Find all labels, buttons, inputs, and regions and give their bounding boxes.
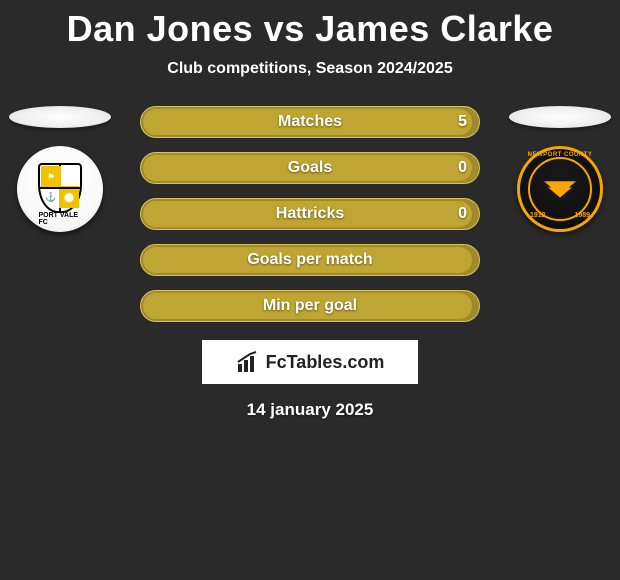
crest-left-text: PORT VALE FC bbox=[39, 212, 82, 226]
stat-bar-value: 0 bbox=[458, 159, 467, 177]
stat-bar: Goals 0 bbox=[140, 152, 480, 184]
port-vale-crest-icon: ⚑ ⚒ ⚓ ⬤ PORT VALE FC bbox=[17, 146, 103, 232]
stat-bars: Matches 5 Goals 0 Hattricks 0 Goals per match M… bbox=[140, 106, 480, 322]
player-right: NEWPORT COUNTY 1912 1989 bbox=[505, 106, 615, 232]
fctables-logo[interactable]: FcTables.com bbox=[202, 340, 418, 384]
stat-bar-label: Goals per match bbox=[247, 251, 372, 269]
stat-bar-label: Hattricks bbox=[276, 205, 344, 223]
player-left-placeholder bbox=[9, 106, 111, 128]
stat-bar: Goals per match bbox=[140, 244, 480, 276]
stat-bar: Min per goal bbox=[140, 290, 480, 322]
crest-right-year-left: 1912 bbox=[530, 212, 546, 219]
page-title: Dan Jones vs James Clarke bbox=[0, 0, 620, 50]
club-badge-right: NEWPORT COUNTY 1912 1989 bbox=[510, 146, 610, 232]
subtitle: Club competitions, Season 2024/2025 bbox=[0, 60, 620, 78]
club-badge-left: ⚑ ⚒ ⚓ ⬤ PORT VALE FC bbox=[10, 146, 110, 232]
player-left: ⚑ ⚒ ⚓ ⬤ PORT VALE FC bbox=[5, 106, 115, 232]
stat-bar-label: Matches bbox=[278, 113, 342, 131]
bar-chart-icon bbox=[236, 350, 260, 374]
stat-bar: Matches 5 bbox=[140, 106, 480, 138]
snapshot-date: 14 january 2025 bbox=[0, 400, 620, 420]
stat-bar-value: 5 bbox=[458, 113, 467, 131]
stat-bar: Hattricks 0 bbox=[140, 198, 480, 230]
fctables-logo-text: FcTables.com bbox=[266, 352, 385, 373]
comparison-stage: ⚑ ⚒ ⚓ ⬤ PORT VALE FC NEWPORT COUNTY 1912… bbox=[0, 106, 620, 322]
crest-right-year-right: 1989 bbox=[574, 212, 590, 219]
stat-bar-label: Min per goal bbox=[263, 297, 357, 315]
stat-bar-label: Goals bbox=[288, 159, 332, 177]
newport-county-crest-icon: NEWPORT COUNTY 1912 1989 bbox=[517, 146, 603, 232]
stat-bar-value: 0 bbox=[458, 205, 467, 223]
player-right-placeholder bbox=[509, 106, 611, 128]
